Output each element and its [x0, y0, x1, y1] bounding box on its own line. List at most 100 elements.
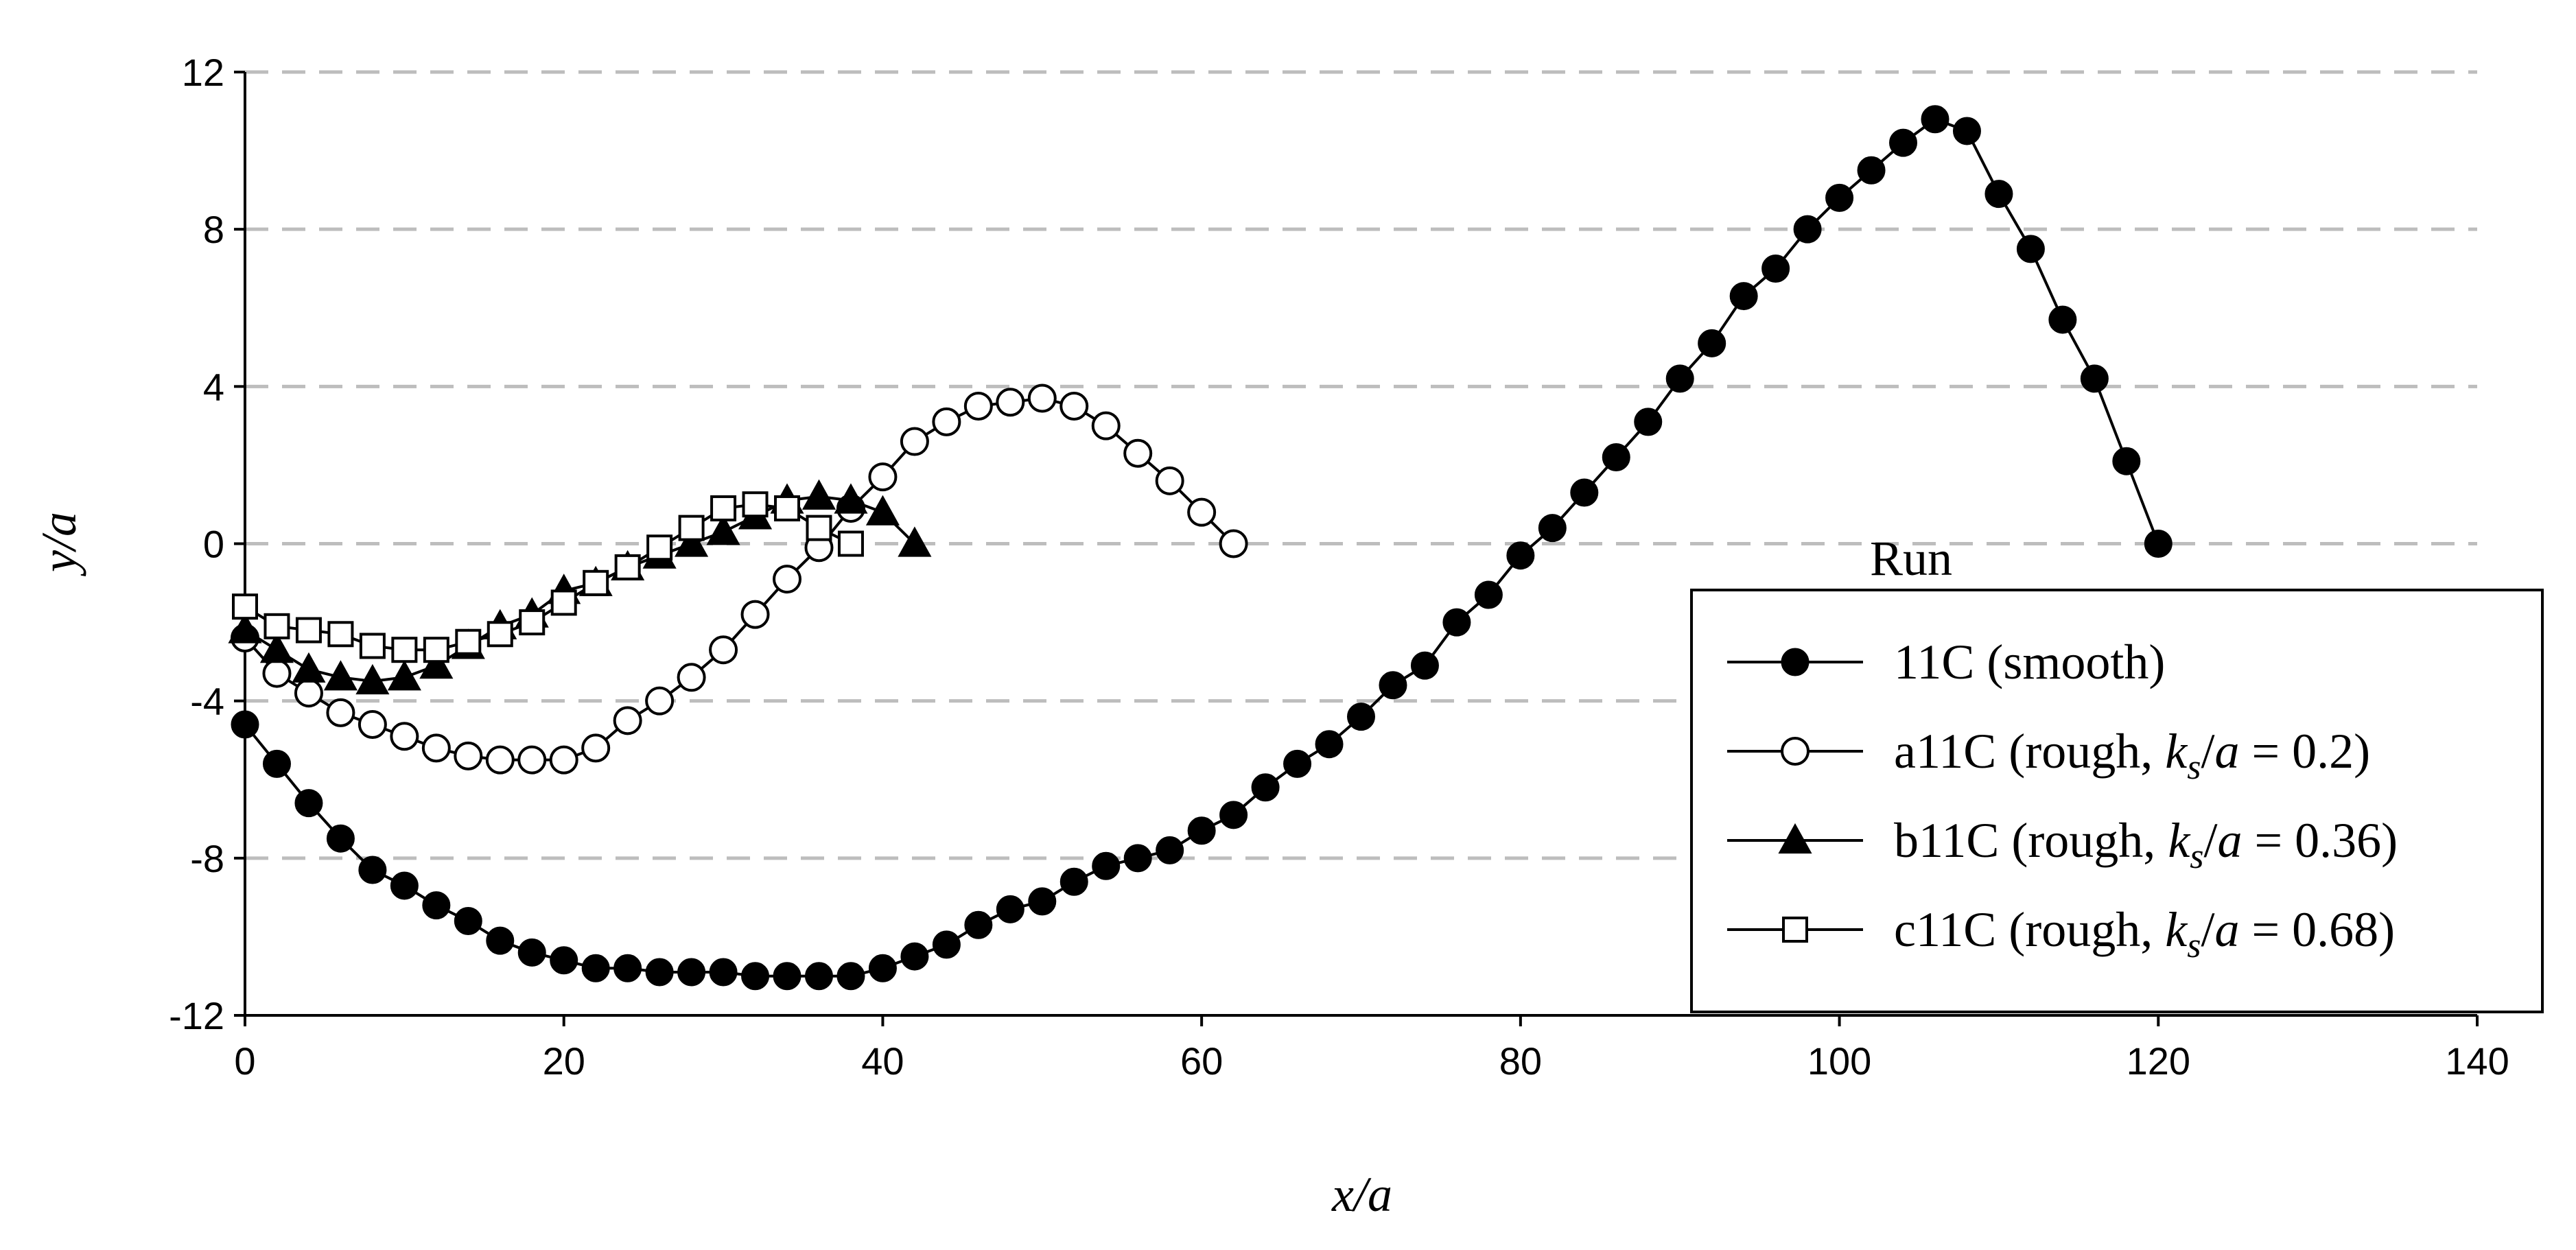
data-point — [709, 635, 738, 665]
series-2 — [228, 479, 932, 695]
data-point — [1570, 478, 1599, 507]
data-point — [1156, 836, 1184, 864]
data-point — [1219, 801, 1248, 829]
series-0 — [231, 105, 2173, 991]
data-point — [963, 391, 993, 421]
data-point — [1889, 128, 1918, 157]
data-point — [355, 663, 390, 695]
data-point — [1825, 183, 1854, 212]
data-point — [358, 856, 387, 884]
data-point — [774, 495, 801, 521]
data-point — [804, 962, 833, 991]
legend-label: 11C (smooth) — [1894, 635, 2165, 689]
data-point — [677, 663, 706, 692]
data-point — [232, 593, 258, 620]
data-point — [262, 749, 291, 778]
legend-label: c11C (rough, ks/a = 0.68) — [1894, 902, 2395, 965]
data-point — [964, 910, 993, 939]
data-point — [1793, 215, 1822, 244]
data-point — [1379, 671, 1407, 700]
x-axis-title: x/a — [1331, 1167, 1392, 1222]
data-point — [996, 388, 1025, 417]
data-point — [454, 741, 483, 770]
data-point — [932, 930, 961, 959]
data-point — [387, 660, 421, 691]
data-point — [519, 609, 546, 636]
data-point — [454, 907, 482, 935]
data-point — [550, 946, 578, 975]
data-point — [1857, 156, 1886, 185]
data-point — [390, 871, 419, 900]
x-tick-label: 60 — [1180, 1039, 1223, 1083]
data-point — [581, 733, 611, 763]
data-point — [2048, 305, 2077, 334]
data-point — [359, 633, 386, 659]
x-tick-label: 100 — [1807, 1039, 1871, 1083]
data-point — [1155, 466, 1184, 495]
data-point — [1984, 180, 2013, 209]
data-point — [868, 462, 898, 492]
data-point — [1698, 329, 1726, 357]
data-point — [2144, 530, 2173, 558]
legend-label: a11C (rough, ks/a = 0.2) — [1894, 724, 2370, 787]
data-point — [1187, 816, 1216, 845]
data-point — [1315, 730, 1344, 759]
legend-label: b11C (rough, ks/a = 0.36) — [1894, 813, 2398, 876]
data-point — [390, 722, 419, 751]
data-point — [614, 554, 641, 580]
data-point — [327, 621, 354, 648]
data-point — [323, 660, 358, 691]
data-point — [900, 427, 929, 456]
data-point — [675, 526, 709, 557]
legend: Run 11C (smooth) a11C (rough, ks/a = 0.2) b… — [1690, 531, 2544, 1013]
axes — [234, 71, 2479, 1026]
x-tick-label: 80 — [1499, 1039, 1542, 1083]
data-point — [836, 962, 865, 991]
data-point — [834, 483, 868, 514]
data-point — [868, 954, 897, 982]
data-point — [646, 534, 673, 561]
data-point — [773, 962, 801, 991]
data-point — [391, 637, 418, 663]
data-point — [898, 526, 932, 557]
y-tick-label: 12 — [182, 51, 224, 94]
data-point — [678, 515, 705, 541]
series-line — [244, 397, 1235, 762]
data-point — [710, 495, 737, 521]
data-point — [1474, 580, 1503, 609]
data-point — [487, 621, 513, 648]
data-point — [1123, 438, 1153, 468]
data-point — [1442, 608, 1471, 637]
legend-entry: a11C (rough, ks/a = 0.2) — [1727, 724, 2370, 787]
data-point — [294, 789, 323, 818]
data-point — [806, 515, 832, 541]
data-point — [996, 895, 1024, 923]
data-point — [1059, 391, 1089, 421]
data-point — [583, 569, 609, 596]
data-point — [1027, 384, 1057, 413]
data-point — [262, 659, 292, 688]
data-point — [549, 745, 578, 775]
y-axis-title: y/a — [32, 512, 86, 577]
legend-entry: b11C (rough, ks/a = 0.36) — [1727, 813, 2398, 876]
data-point — [741, 962, 770, 991]
data-point — [645, 958, 674, 987]
data-point — [358, 710, 387, 740]
data-point — [423, 637, 449, 663]
data-point — [228, 613, 262, 644]
data-point — [1506, 541, 1535, 570]
data-point — [231, 710, 259, 739]
data-point — [1921, 105, 1949, 134]
data-point — [421, 733, 451, 763]
data-point — [486, 926, 515, 955]
data-point — [742, 491, 769, 518]
data-point — [1092, 851, 1121, 880]
x-tick-label: 140 — [2445, 1039, 2509, 1083]
data-point — [2112, 447, 2141, 475]
data-point — [485, 745, 515, 775]
y-tick-label: -8 — [190, 837, 224, 880]
data-point — [1187, 497, 1217, 527]
data-point — [422, 891, 451, 920]
data-point — [294, 679, 323, 708]
data-point — [801, 479, 836, 510]
